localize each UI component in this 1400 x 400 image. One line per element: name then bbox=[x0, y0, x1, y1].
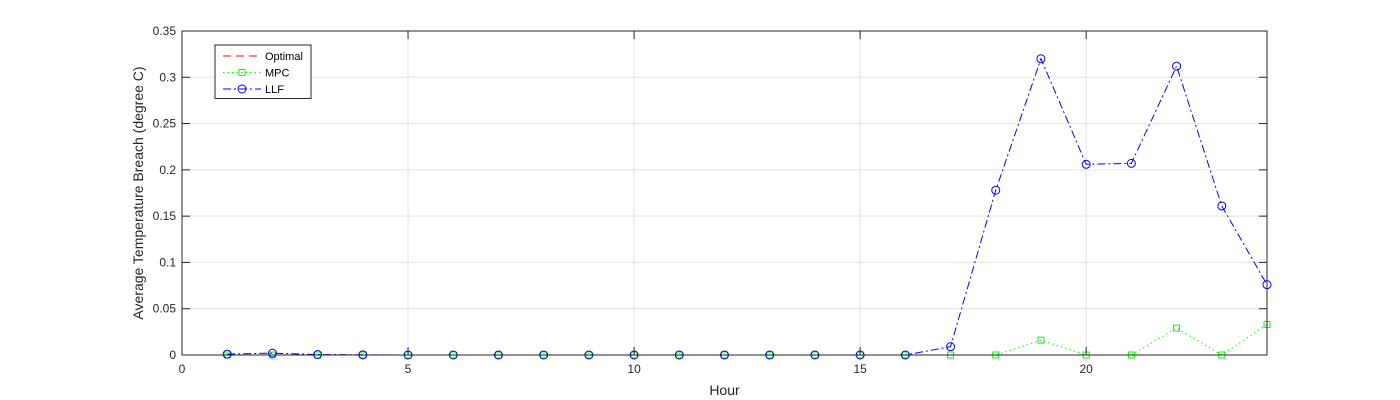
y-tick-label: 0.05 bbox=[153, 302, 177, 316]
y-tick-label: 0.3 bbox=[159, 70, 176, 84]
legend-marker-mpc bbox=[238, 69, 246, 76]
data-point-llf bbox=[991, 185, 1001, 195]
x-tick-label: 5 bbox=[405, 362, 412, 376]
y-tick-label: 0.1 bbox=[159, 255, 176, 269]
y-tick-label: 0.2 bbox=[159, 163, 176, 177]
data-point-llf bbox=[946, 342, 956, 352]
y-axis-label: Average Temperature Breach (degree C) bbox=[130, 66, 146, 319]
y-tick-label: 0.25 bbox=[153, 117, 177, 131]
y-tick-label: 0 bbox=[169, 348, 176, 362]
data-point-llf bbox=[1126, 158, 1136, 168]
axis-ticks: 0 5 10 15 20 0 0.05 0.1 0.15 0.2 0.25 0.3 0.35 bbox=[153, 24, 1267, 376]
data-point-llf bbox=[1217, 201, 1227, 211]
data-point-llf bbox=[1036, 54, 1046, 64]
x-tick-label: 20 bbox=[1079, 362, 1093, 376]
legend-label-llf: LLF bbox=[265, 84, 284, 96]
legend-label-optimal: Optimal bbox=[265, 51, 303, 63]
x-axis-label: Hour bbox=[709, 382, 740, 398]
y-tick-label: 0.35 bbox=[153, 24, 177, 38]
data-point-mpc bbox=[1037, 336, 1045, 344]
legend-label-mpc: MPC bbox=[265, 68, 290, 80]
legend-box bbox=[214, 44, 312, 99]
legend: Optimal MPC LLF bbox=[214, 44, 312, 99]
plot-area bbox=[182, 31, 1267, 355]
plot-frame bbox=[181, 30, 1268, 356]
data-point-llf bbox=[1081, 159, 1091, 169]
legend-marker-llf bbox=[237, 84, 247, 94]
data-point-mpc bbox=[1173, 324, 1181, 332]
data-point-llf bbox=[222, 349, 232, 359]
x-tick-label: 10 bbox=[627, 362, 641, 376]
x-tick-label: 15 bbox=[853, 362, 867, 376]
x-tick-label: 0 bbox=[179, 362, 186, 376]
data-point-llf bbox=[267, 348, 277, 358]
y-tick-label: 0.15 bbox=[153, 209, 177, 223]
data-point-llf bbox=[1172, 61, 1182, 71]
